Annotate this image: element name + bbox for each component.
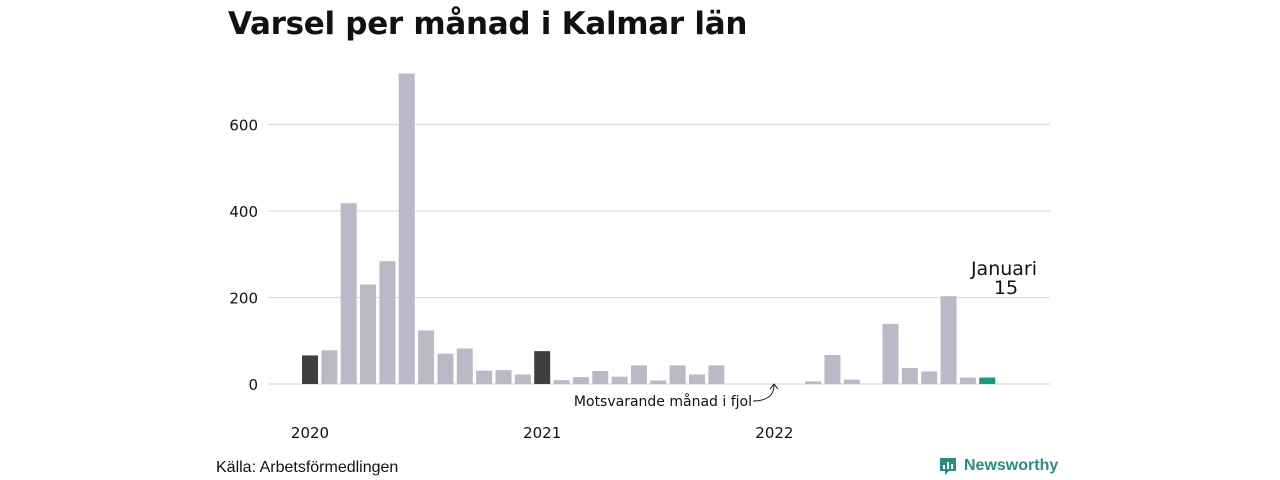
bar-2020-12 (514, 374, 531, 384)
current-value-label: 15 (994, 277, 1018, 299)
bar-2022-07 (882, 323, 899, 384)
newsworthy-logo-icon (940, 458, 956, 475)
bar-2022-12 (979, 377, 996, 384)
bar-2020-03 (340, 203, 357, 384)
bars (302, 73, 996, 384)
bar-2020-10 (476, 370, 493, 384)
x-year-label: 2022 (755, 424, 793, 442)
bar-2021-04 (592, 371, 609, 384)
x-axis-year-labels: 2020 2021 2022 (291, 424, 794, 442)
current-month-label: Januari (970, 258, 1037, 280)
y-axis-ticks: 0 200 400 600 (229, 117, 258, 395)
y-tick-label: 0 (248, 376, 258, 394)
bar-2022-08 (901, 367, 918, 384)
source-note: Källa: Arbetsförmedlingen (216, 459, 399, 476)
bar-2021-03 (572, 377, 589, 384)
bar-2021-07 (650, 380, 667, 384)
same-month-last-year-label: Motsvarande månad i fjol (574, 393, 752, 410)
bar-2020-07 (418, 330, 435, 384)
bar-2021-01 (534, 351, 551, 384)
bar-2021-05 (611, 376, 628, 384)
bar-2022-09 (921, 371, 938, 384)
bar-2021-08 (669, 365, 686, 384)
bar-2020-04 (360, 284, 377, 384)
bar-2020-11 (495, 370, 512, 384)
bar-2021-06 (630, 365, 647, 384)
bar-2020-09 (456, 348, 473, 384)
annotation-arrowhead (769, 383, 779, 390)
y-tick-label: 600 (229, 117, 258, 135)
bar-2022-03 (805, 381, 822, 384)
bar-2021-09 (689, 374, 705, 384)
annotation-arrow (752, 384, 775, 402)
x-year-label: 2021 (523, 424, 561, 442)
bar-2022-04 (824, 355, 841, 384)
gridlines (268, 123, 1050, 385)
bar-2021-10 (708, 365, 725, 384)
bar-2022-11 (959, 377, 976, 384)
bar-2022-10 (940, 296, 957, 384)
bar-2020-01 (302, 355, 318, 384)
bar-2022-05 (843, 379, 860, 384)
brand-logo: Newsworthy (938, 456, 1058, 476)
chart-title: Varsel per månad i Kalmar län (228, 6, 748, 42)
brand-name: Newsworthy (964, 457, 1059, 474)
bar-2021-02 (553, 380, 570, 384)
y-tick-label: 400 (229, 203, 258, 221)
y-tick-label: 200 (229, 290, 258, 308)
annotations: Januari 15 Motsvarande månad i fjol (574, 258, 1037, 410)
bar-2020-08 (437, 353, 454, 384)
x-year-label: 2020 (291, 424, 329, 442)
bar-2020-06 (398, 73, 415, 384)
bar-2020-05 (379, 261, 396, 384)
bar-2020-02 (321, 350, 338, 384)
